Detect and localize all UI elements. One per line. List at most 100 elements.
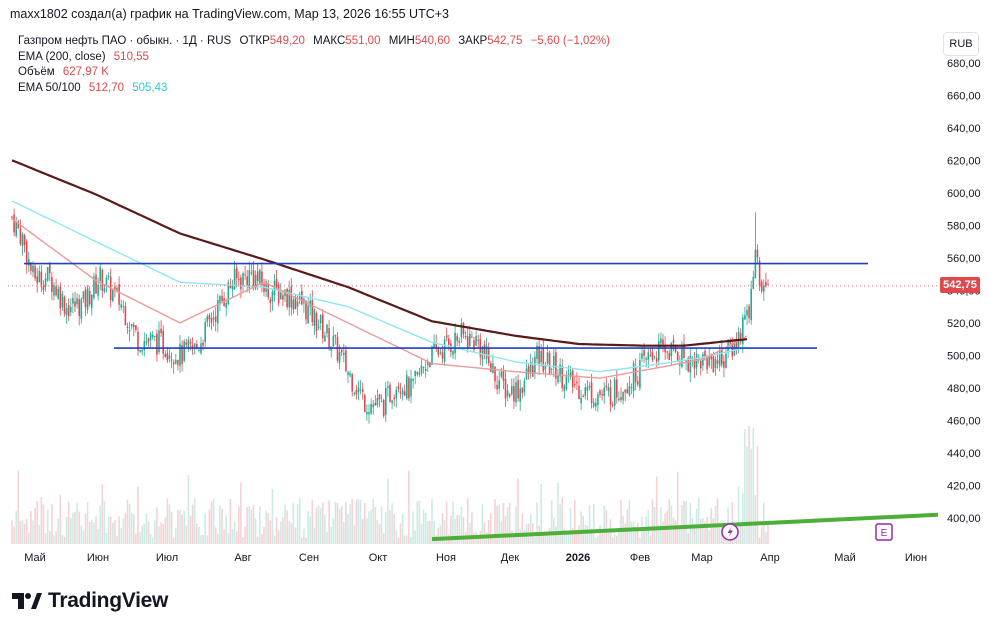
candle-body xyxy=(624,389,626,393)
candle-body xyxy=(553,355,555,368)
volume-bar xyxy=(561,497,563,544)
candle-body xyxy=(353,392,356,395)
volume-bar xyxy=(460,507,463,544)
candle-body xyxy=(19,228,22,244)
volume-bar xyxy=(542,533,545,544)
volume-bar xyxy=(93,522,95,544)
candle-body xyxy=(219,296,221,304)
volume-bar xyxy=(303,528,305,544)
volume-bar xyxy=(15,511,17,544)
candle-body xyxy=(563,385,566,392)
indicator-lines: E xyxy=(8,159,939,542)
candle-body xyxy=(40,271,43,285)
tradingview-logo[interactable]: TradingView xyxy=(12,589,168,613)
candle-body xyxy=(611,404,614,406)
volume-bar xyxy=(595,537,597,544)
candle-body xyxy=(490,363,492,372)
candle-body xyxy=(160,328,162,334)
candle-body xyxy=(473,340,475,350)
candle-body xyxy=(599,390,601,395)
volume-bar xyxy=(32,520,34,544)
candle-body xyxy=(613,379,616,406)
candle-body xyxy=(651,352,654,361)
symbol-name[interactable]: Газпром нефть ПАО · обыкн. · 1Д · RUS xyxy=(18,35,232,47)
volume-label[interactable]: Объём xyxy=(18,66,55,78)
volume-bars xyxy=(11,426,769,544)
candle-body xyxy=(582,396,584,398)
candle-body xyxy=(355,389,358,395)
x-tick-label: Мар xyxy=(691,552,713,564)
currency-button[interactable]: RUB xyxy=(943,32,979,56)
volume-bar xyxy=(704,521,706,544)
volume-bar xyxy=(382,533,385,544)
volume-bar xyxy=(611,537,614,544)
candle-body xyxy=(359,389,362,391)
candle-body xyxy=(464,336,467,338)
candle-body xyxy=(418,372,421,375)
candle-body xyxy=(456,335,458,341)
candle-body xyxy=(471,336,473,338)
volume-bar xyxy=(544,531,547,544)
ema50-100-label[interactable]: EMA 50/100 xyxy=(18,81,81,94)
candle-body xyxy=(277,284,280,303)
volume-bar xyxy=(294,527,297,544)
x-tick-label: Ноя xyxy=(436,552,456,564)
volume-bar xyxy=(147,521,150,544)
candle-body xyxy=(217,300,219,324)
candle-body xyxy=(578,385,580,400)
ema200-label[interactable]: EMA (200, close) xyxy=(18,50,106,63)
candle-body xyxy=(187,339,190,349)
volume-bar xyxy=(212,498,215,544)
candle-body xyxy=(99,267,101,282)
candle-body xyxy=(443,339,446,362)
candle-body xyxy=(668,352,671,361)
candle-body xyxy=(256,271,259,281)
candle-body xyxy=(298,294,301,300)
volume-bar xyxy=(498,504,500,544)
candle-body xyxy=(120,304,122,308)
volume-bar xyxy=(158,525,160,544)
candle-body xyxy=(259,269,261,284)
volume-bar xyxy=(456,514,458,544)
volume-bar xyxy=(670,505,673,544)
volume-bar xyxy=(80,525,83,544)
candle-body xyxy=(61,293,64,308)
volume-bar xyxy=(324,514,326,544)
x-tick-label: Май xyxy=(24,552,46,564)
candle-body xyxy=(347,372,349,376)
candle-body xyxy=(275,278,278,288)
volume-bar xyxy=(458,515,461,544)
volume-bar xyxy=(235,531,238,544)
volume-bar xyxy=(17,470,20,544)
volume-bar xyxy=(336,502,339,544)
volume-bar xyxy=(693,524,696,544)
volume-bar xyxy=(116,535,118,544)
volume-bar xyxy=(191,504,194,544)
candle-body xyxy=(746,310,748,316)
volume-bar xyxy=(632,521,635,544)
candle-body xyxy=(685,360,687,362)
candle-body xyxy=(233,269,236,290)
volume-bar xyxy=(756,445,759,544)
volume-bar xyxy=(758,537,761,544)
candle-body xyxy=(70,306,72,313)
volume-bar xyxy=(67,501,70,544)
volume-bar xyxy=(265,510,267,544)
volume-bar xyxy=(433,521,435,544)
volume-bar xyxy=(269,520,272,544)
volume-bar xyxy=(515,506,517,544)
candle-body xyxy=(349,373,351,376)
candle-body xyxy=(189,342,192,344)
volume-bar xyxy=(328,500,330,544)
candle-body xyxy=(511,385,513,395)
event-icon: E xyxy=(875,523,893,541)
volume-bar xyxy=(689,503,692,544)
volume-bar xyxy=(416,501,419,544)
y-tick-label: 560,00 xyxy=(947,253,981,265)
volume-bar xyxy=(454,519,456,544)
candle-body xyxy=(324,335,326,342)
candle-body xyxy=(317,326,320,328)
volume-bar xyxy=(319,508,322,544)
candle-body xyxy=(660,338,662,344)
